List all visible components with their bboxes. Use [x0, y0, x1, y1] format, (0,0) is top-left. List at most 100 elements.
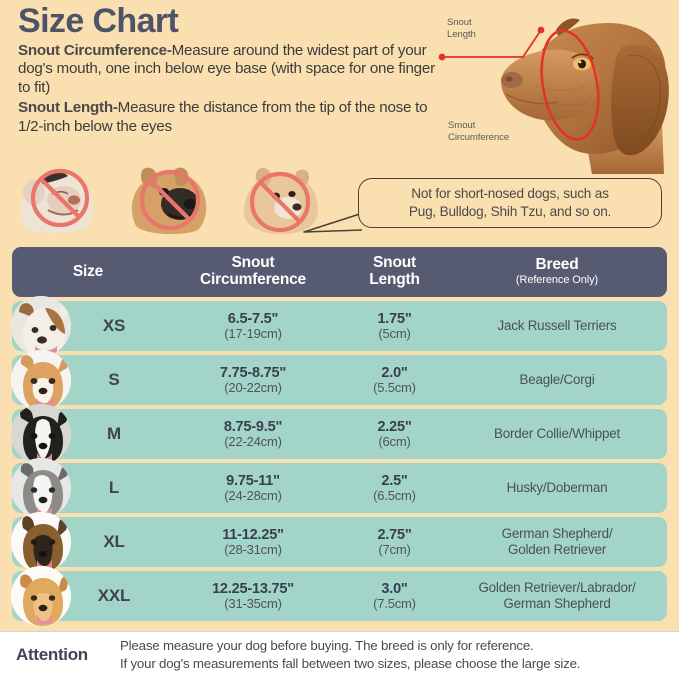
cell-breed: Border Collie/Whippet	[493, 426, 621, 442]
cell-size: L	[108, 478, 120, 498]
annotation-snout-length-line1: Snout	[447, 17, 472, 28]
cell-snout-length: 2.0" (5.5cm)	[342, 365, 447, 396]
cell-circumference-inches: 7.75-8.75"	[219, 364, 287, 381]
page-title: Size Chart	[18, 2, 179, 40]
cell-breed: Golden Retriever/Labrador/ German Shephe…	[478, 580, 636, 611]
dog-avatar-husky	[11, 458, 71, 518]
cell-circumference-inches: 9.75-11"	[226, 472, 280, 489]
cell-circumference-inches: 6.5-7.5"	[227, 310, 279, 327]
short-nosed-dog-french-bulldog	[116, 162, 220, 234]
cell-length-cm: (5.5cm)	[373, 379, 416, 395]
size-table: Size Snout Circumference Snout Length Br…	[11, 247, 667, 626]
warning-line-1: Not for short-nosed dogs, such as	[411, 186, 609, 202]
column-header-snout-length: Snout Length	[342, 254, 447, 288]
short-nosed-dog-bulldog	[8, 162, 112, 234]
column-header-size: Size	[72, 262, 104, 280]
dog-avatar-border-collie	[11, 404, 71, 464]
cell-size: XL	[103, 532, 125, 552]
cell-length-inches: 2.75"	[377, 526, 412, 543]
table-row: XXL 12.25-13.75" (31-35cm) 3.0" (7.5cm) …	[11, 566, 667, 626]
cell-circumference-cm: (20-22cm)	[224, 379, 282, 395]
warning-line-2: Pug, Bulldog, Shih Tzu, and so on.	[408, 204, 612, 219]
short-nosed-warning-text: Not for short-nosed dogs, such as Pug, B…	[409, 185, 611, 221]
cell-length-inches: 1.75"	[377, 310, 412, 327]
cell-length-inches: 2.5"	[381, 472, 408, 489]
cell-snout-length: 3.0" (7.5cm)	[342, 581, 447, 612]
instruction-text-length: Measure the distance from the tip of the…	[18, 99, 428, 135]
dog-avatar-german-shepherd	[11, 512, 71, 572]
cell-circumference-cm: (28-31cm)	[224, 541, 282, 557]
cell-length-cm: (6cm)	[378, 433, 411, 449]
table-row: L 9.75-11" (24-28cm) 2.5" (6.5cm) Husky/…	[11, 458, 667, 518]
instruction-term-length: Snout Length-	[18, 99, 118, 117]
table-row: XL 11-12.25" (28-31cm) 2.75" (7cm) Germa…	[11, 512, 667, 572]
dog-avatar-golden-retriever	[11, 566, 71, 626]
instruction-snout-length: Snout Length-Measure the distance from t…	[18, 99, 438, 136]
annotation-snout-circumference: Smout Circumference	[448, 120, 509, 143]
cell-snout-circumference: 9.75-11" (24-28cm)	[164, 473, 342, 504]
dog-avatar-jack-russell-terrier	[11, 296, 71, 356]
column-header-snout-circumference: Snout Circumference	[164, 254, 342, 288]
cell-circumference-cm: (17-19cm)	[224, 325, 282, 341]
cell-snout-length: 1.75" (5cm)	[342, 311, 447, 342]
cell-circumference-cm: (31-35cm)	[224, 595, 282, 611]
cell-length-inches: 2.25"	[377, 418, 412, 435]
annotation-snout-circumference-line1: Smout	[448, 120, 476, 131]
table-row: M 8.75-9.5" (22-24cm) 2.25" (6cm) Border…	[11, 404, 667, 464]
cell-size: XS	[102, 316, 126, 336]
column-header-breed-title: Breed	[535, 256, 579, 274]
dog-avatar-corgi	[11, 350, 71, 410]
instruction-snout-circumference: Snout Circumference-Measure around the w…	[18, 42, 438, 98]
table-header-row: Size Snout Circumference Snout Length Br…	[12, 247, 667, 297]
cell-breed: Beagle/Corgi	[519, 372, 595, 388]
cell-length-cm: (5cm)	[378, 325, 411, 341]
annotation-snout-circumference-line2: Circumference	[448, 131, 510, 143]
table-row: S 7.75-8.75" (20-22cm) 2.0" (5.5cm) Beag…	[11, 350, 667, 410]
column-header-breed-subtitle: (Reference Only)	[515, 273, 599, 286]
column-header-length-line2: Length	[369, 271, 420, 288]
cell-length-cm: (7.5cm)	[373, 595, 416, 611]
cell-snout-length: 2.75" (7cm)	[342, 527, 447, 558]
column-header-circumference-line2: Circumference	[200, 271, 306, 288]
annotation-snout-length: Snout Length	[447, 17, 476, 40]
header-text-block: Size Chart Snout Circumference-Measure a…	[18, 2, 438, 136]
attention-label: Attention	[16, 645, 88, 664]
short-nosed-warning-bubble: Not for short-nosed dogs, such as Pug, B…	[358, 178, 662, 228]
cell-circumference-inches: 8.75-9.5"	[223, 418, 283, 435]
instruction-term-circumference: Snout Circumference-	[18, 41, 172, 59]
cell-circumference-cm: (22-24cm)	[224, 433, 282, 449]
column-header-length-line1: Snout	[373, 254, 416, 272]
column-header-circumference-line1: Snout	[231, 254, 275, 272]
cell-snout-circumference: 12.25-13.75" (31-35cm)	[164, 581, 342, 612]
cell-snout-circumference: 8.75-9.5" (22-24cm)	[164, 419, 342, 450]
cell-length-cm: (6.5cm)	[373, 487, 416, 503]
cell-circumference-inches: 12.25-13.75"	[212, 580, 294, 597]
cell-snout-length: 2.5" (6.5cm)	[342, 473, 447, 504]
cell-snout-circumference: 11-12.25" (28-31cm)	[164, 527, 342, 558]
cell-length-inches: 3.0"	[381, 580, 408, 597]
attention-text: Please measure your dog before buying. T…	[120, 637, 581, 672]
cell-length-inches: 2.0"	[381, 364, 408, 381]
cell-size: S	[108, 370, 120, 390]
attention-line-2: If your dog's measurements fall between …	[120, 656, 581, 671]
table-row: XS 6.5-7.5" (17-19cm) 1.75" (5cm) Jack R…	[11, 296, 667, 356]
cell-circumference-inches: 11-12.25"	[222, 526, 284, 543]
cell-circumference-cm: (24-28cm)	[224, 487, 282, 503]
cell-snout-circumference: 6.5-7.5" (17-19cm)	[164, 311, 342, 342]
instruction-text-circumference: Measure around the widest part of your d…	[18, 41, 435, 96]
annotation-snout-length-line2: Length	[447, 28, 476, 40]
cell-breed: German Shepherd/ Golden Retriever	[501, 526, 613, 557]
short-nosed-dog-pomeranian	[226, 162, 330, 234]
attention-line-1: Please measure your dog before buying. T…	[120, 638, 534, 654]
cell-breed: Jack Russell Terriers	[497, 318, 617, 334]
snout-length-leader-line	[438, 26, 545, 61]
cell-size: M	[107, 424, 121, 444]
cell-breed: Husky/Doberman	[506, 480, 608, 496]
attention-footer: Attention Please measure your dog before…	[0, 631, 679, 677]
cell-snout-length: 2.25" (6cm)	[342, 419, 447, 450]
cell-snout-circumference: 7.75-8.75" (20-22cm)	[164, 365, 342, 396]
cell-size: XXL	[97, 586, 131, 606]
snout-circumference-ellipse	[540, 29, 600, 141]
column-header-breed: Breed (Reference Only)	[447, 256, 667, 287]
